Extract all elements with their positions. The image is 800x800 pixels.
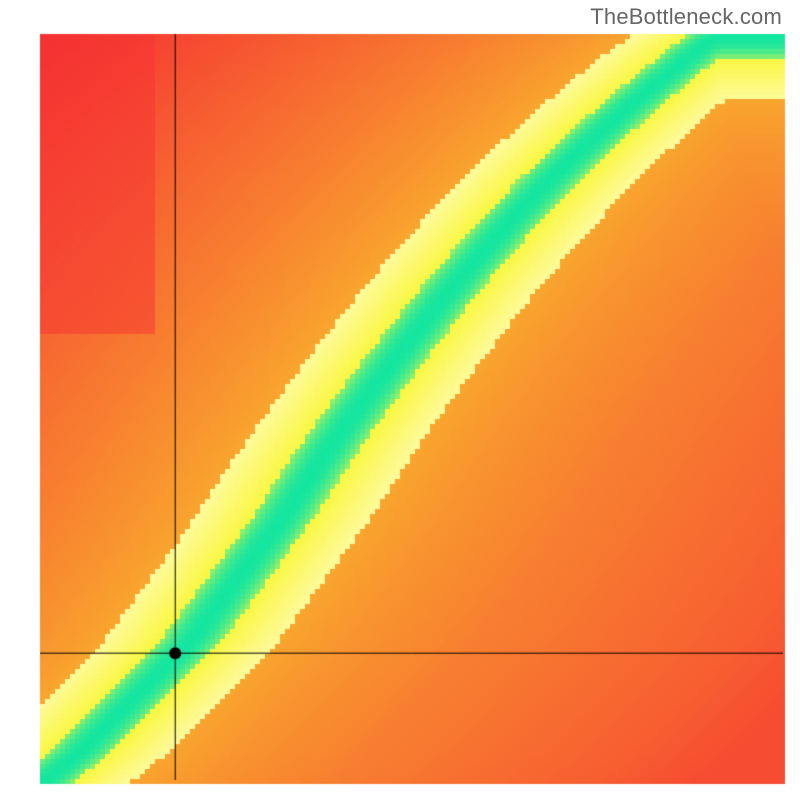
watermark-label: TheBottleneck.com <box>590 4 782 30</box>
chart-container: TheBottleneck.com <box>0 0 800 800</box>
bottleneck-heatmap <box>0 0 800 800</box>
